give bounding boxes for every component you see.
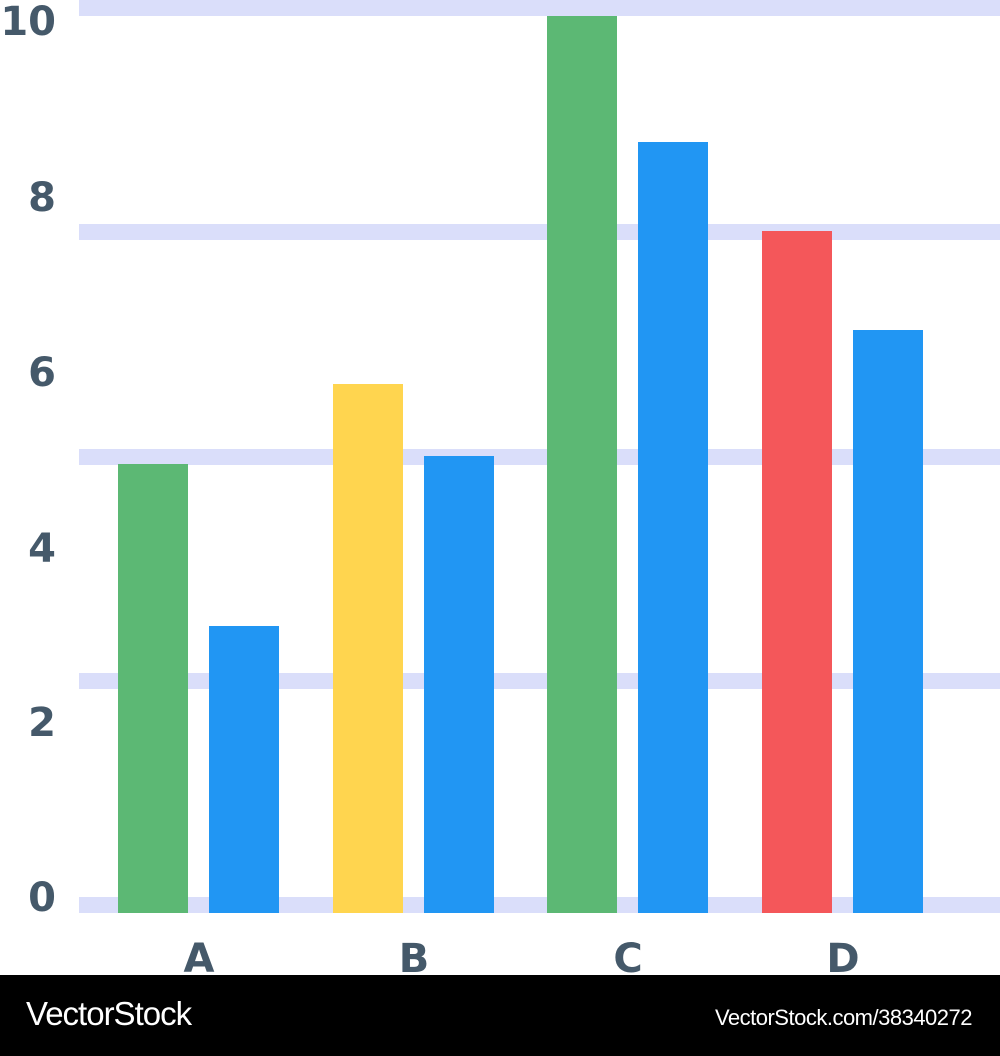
- bar-A-series-2: [209, 626, 279, 913]
- bar-D-series-2: [853, 330, 923, 913]
- y-tick-label: 10: [0, 0, 56, 45]
- bar-B-series-2: [424, 456, 494, 913]
- y-tick-label: 6: [28, 350, 56, 396]
- image-url-text: VectorStock.com/38340272: [714, 1005, 973, 1030]
- bar-B-series-1: [333, 384, 403, 913]
- x-tick-label: C: [613, 936, 643, 982]
- watermark-footer: VectorStock VectorStock.com/38340272: [0, 975, 1000, 1056]
- bar-chart: 10 8 6 4 2 0 A B C D: [0, 0, 1000, 981]
- y-tick-label: 0: [28, 875, 56, 921]
- brand-logo-text: VectorStock: [26, 995, 192, 1032]
- bar-A-series-1: [118, 464, 188, 913]
- x-tick-label: D: [826, 936, 860, 982]
- y-tick-label: 8: [28, 175, 56, 221]
- gridline: [79, 224, 1000, 240]
- y-tick-label: 4: [28, 526, 56, 572]
- x-tick-label: A: [183, 936, 215, 982]
- bar-C-series-2: [638, 142, 708, 913]
- y-tick-label: 2: [28, 700, 56, 746]
- bar-C-series-1: [547, 16, 617, 913]
- gridline: [79, 0, 1000, 16]
- bar-D-series-1: [762, 231, 832, 913]
- x-tick-label: B: [398, 936, 430, 982]
